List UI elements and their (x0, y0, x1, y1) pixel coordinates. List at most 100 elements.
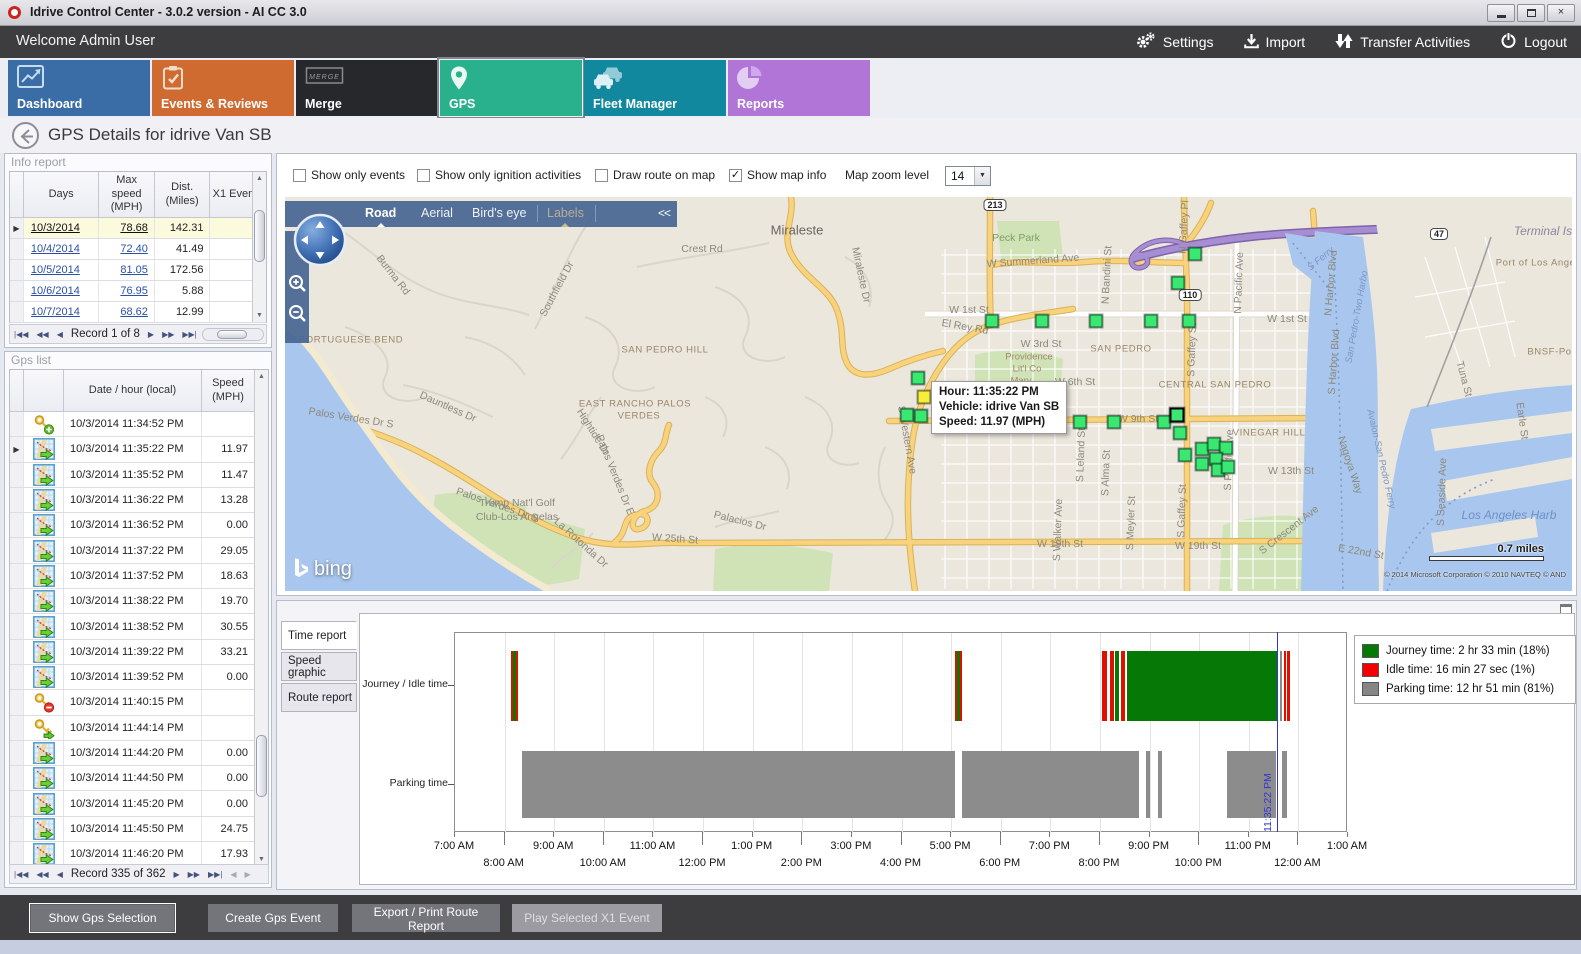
pager-scroll-left[interactable]: ◀ (230, 869, 237, 879)
gps-marker[interactable] (985, 314, 999, 328)
gps-marker[interactable] (1144, 314, 1158, 328)
gps-table-row[interactable]: 10/3/2014 11:34:52 PM (10, 412, 268, 438)
gps-table-row[interactable]: 10/3/2014 11:38:52 PM 30.55 (10, 614, 268, 640)
days-link[interactable]: 10/4/2014 (30, 243, 80, 255)
map-nav-bird-s-eye[interactable]: Bird's eye (472, 206, 527, 220)
info-table-row[interactable]: 10/6/2014 76.95 5.88 (10, 281, 266, 302)
gps-marker[interactable] (1182, 314, 1196, 328)
pager-prev-button[interactable]: ◀ (56, 329, 63, 339)
gps-table-row[interactable]: 10/3/2014 11:44:50 PM 0.00 (10, 766, 268, 792)
days-link[interactable]: 10/6/2014 (30, 285, 80, 297)
footer-button-create-gps-event[interactable]: Create Gps Event (208, 904, 338, 932)
gps-table-row[interactable]: 10/3/2014 11:44:14 PM (10, 715, 268, 741)
gps-table-row[interactable]: 10/3/2014 11:37:52 PM 18.63 (10, 563, 268, 590)
nav-tile-events-reviews[interactable]: Events & Reviews (152, 60, 294, 116)
map-pan-control[interactable] (293, 213, 347, 272)
map-nav-aerial[interactable]: Aerial (421, 206, 453, 220)
gps-marker-selected[interactable] (917, 390, 931, 404)
pager-next-page-button[interactable]: ▶▶ (162, 329, 175, 339)
pager-next-button[interactable]: ▶ (147, 329, 155, 339)
zoom-in-button[interactable] (287, 273, 307, 295)
checkbox-box[interactable] (595, 168, 608, 182)
days-link[interactable]: 10/3/2014 (30, 222, 80, 234)
gps-marker[interactable] (1169, 407, 1185, 423)
minimize-button[interactable] (1487, 4, 1515, 22)
gps-table-row[interactable]: 10/3/2014 11:39:22 PM 33.21 (10, 639, 268, 665)
pager-first-button[interactable]: |◀◀ (14, 869, 29, 879)
header-cell-days[interactable]: Days (24, 172, 100, 217)
chevron-down-icon[interactable]: ▼ (974, 167, 990, 185)
pager-next-button[interactable]: ▶ (173, 869, 180, 879)
gps-marker[interactable] (1171, 276, 1185, 290)
gps-table-row[interactable]: 10/3/2014 11:45:50 PM 24.75 (10, 816, 268, 843)
days-link[interactable]: 10/7/2014 (30, 306, 80, 318)
scroll-down-arrow[interactable]: ▼ (258, 856, 265, 863)
topbar-action-settings[interactable]: Settings (1135, 32, 1214, 52)
nav-tile-dashboard[interactable]: Dashboard (8, 60, 150, 116)
max-speed-link[interactable]: 81.05 (120, 264, 148, 276)
topbar-action-transfer-activities[interactable]: Transfer Activities (1335, 33, 1470, 52)
footer-button-export-print-route-report[interactable]: Export / Print Route Report (352, 904, 500, 933)
gps-table-row[interactable]: 10/3/2014 11:44:20 PM 0.00 (10, 740, 268, 767)
max-speed-link[interactable]: 76.95 (120, 285, 148, 297)
gps-marker[interactable] (1178, 448, 1192, 462)
pager-prev-page-button[interactable]: ◀◀ (36, 329, 49, 339)
gps-table-row[interactable]: 10/3/2014 11:37:22 PM 29.05 (10, 538, 268, 564)
pager-prev-button[interactable]: ◀ (56, 869, 63, 879)
nav-tile-merge[interactable]: MERGE Merge (296, 60, 438, 116)
gps-marker[interactable] (1089, 314, 1103, 328)
max-speed-link[interactable]: 68.62 (120, 306, 148, 318)
gps-table-row[interactable]: 10/3/2014 11:36:22 PM 13.28 (10, 487, 268, 514)
gps-table-scrollbar[interactable]: ▲ ▼ (254, 370, 268, 866)
gps-marker[interactable] (1219, 441, 1233, 455)
scroll-down-arrow[interactable]: ▼ (256, 312, 263, 319)
gps-table-row[interactable]: 10/3/2014 11:46:20 PM 17.93 (10, 842, 268, 868)
max-speed-link[interactable]: 72.40 (120, 243, 148, 255)
footer-button-show-gps-selection[interactable]: Show Gps Selection (30, 904, 175, 932)
info-table-row[interactable]: 10/4/2014 72.40 41.49 (10, 239, 266, 260)
gps-table-row[interactable]: 10/3/2014 11:39:52 PM 0.00 (10, 664, 268, 691)
checkbox-box[interactable] (417, 168, 430, 182)
header-cell-dist[interactable]: Dist. (Miles) (155, 172, 211, 217)
scrollbar-thumb[interactable] (217, 329, 247, 339)
back-button[interactable] (12, 122, 39, 149)
gps-marker[interactable] (1107, 415, 1121, 429)
bing-logo[interactable]: bing (293, 557, 352, 581)
checkbox-show-only-ignition-activities[interactable]: Show only ignition activities (417, 168, 581, 182)
scrollbar-thumb[interactable] (254, 210, 265, 262)
gps-marker[interactable] (1195, 457, 1209, 471)
pager-scroll-right[interactable]: ▶ (244, 869, 251, 879)
checkbox-box[interactable] (293, 168, 306, 182)
gps-table-row[interactable]: ▶ 10/3/2014 11:35:22 PM 11.97 (10, 437, 268, 463)
pager-prev-page-button[interactable]: ◀◀ (36, 869, 49, 879)
gps-marker[interactable] (1188, 247, 1202, 261)
gps-marker[interactable] (914, 409, 928, 423)
checkbox-show-map-info[interactable]: ✓ Show map info (729, 168, 826, 182)
chart-tab-speed-graphic[interactable]: Speed graphic (281, 652, 357, 681)
header-cell-speed[interactable]: Speed (MPH) (202, 370, 255, 411)
map[interactable]: Miraleste Miraleste Dr Crest Rd Burma Rd Sou… (285, 197, 1572, 591)
gps-marker[interactable] (1173, 426, 1187, 440)
nav-tile-gps[interactable]: GPS (437, 57, 585, 119)
chart-tab-time-report[interactable]: Time report (281, 621, 357, 650)
chart-tab-route-report[interactable]: Route report (281, 683, 357, 712)
close-button[interactable]: × (1547, 4, 1575, 22)
gps-table-row[interactable]: 10/3/2014 11:36:52 PM 0.00 (10, 513, 268, 539)
header-cell-date-hour[interactable]: Date / hour (local) (64, 370, 202, 411)
header-cell-max[interactable]: Max speed (MPH) (99, 172, 155, 217)
scrollbar-thumb[interactable] (256, 735, 267, 797)
max-speed-link[interactable]: 78.68 (120, 222, 148, 234)
checkbox-box[interactable]: ✓ (729, 168, 742, 182)
info-table-row[interactable]: ▶ 10/3/2014 78.68 142.31 (10, 218, 266, 239)
info-table-scrollbar[interactable]: ▲ ▼ (252, 172, 266, 322)
map-navbar-collapse-button[interactable]: << (657, 206, 671, 220)
gps-marker[interactable] (911, 371, 925, 385)
gps-marker[interactable] (1221, 460, 1235, 474)
topbar-action-logout[interactable]: Logout (1500, 32, 1567, 52)
scroll-up-arrow[interactable]: ▲ (256, 175, 263, 182)
pager-next-page-button[interactable]: ▶▶ (187, 869, 200, 879)
maximize-button[interactable] (1517, 4, 1545, 22)
topbar-action-import[interactable]: Import (1243, 33, 1305, 52)
scroll-up-arrow[interactable]: ▲ (258, 373, 265, 380)
gps-marker[interactable] (1073, 415, 1087, 429)
